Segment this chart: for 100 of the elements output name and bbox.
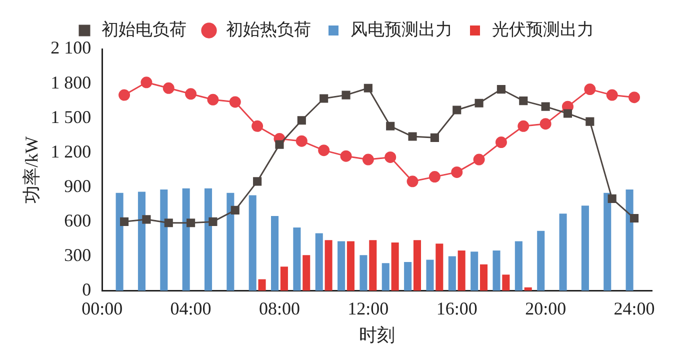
bar [369, 240, 377, 291]
point [364, 84, 372, 92]
point [142, 215, 151, 224]
point [297, 116, 306, 125]
x-tick-label: 04:00 [170, 298, 212, 318]
point [253, 177, 262, 186]
legend-label: 初始热负荷 [226, 20, 311, 39]
y-tick-label: 0 [82, 280, 92, 300]
bar [391, 242, 399, 291]
bar [581, 206, 589, 291]
bar [426, 260, 434, 291]
point [296, 135, 308, 147]
point [164, 218, 173, 228]
bar [138, 192, 146, 291]
point [340, 150, 352, 162]
point [451, 166, 463, 178]
bar [559, 214, 567, 291]
bar [480, 264, 488, 291]
bar [204, 188, 212, 291]
bar [626, 189, 634, 291]
bar [271, 216, 279, 291]
y-tick-label: 2 100 [50, 38, 92, 58]
point [162, 82, 174, 94]
point [606, 89, 618, 101]
point [584, 84, 596, 96]
point [541, 102, 550, 111]
bar [293, 227, 301, 291]
bar [604, 192, 612, 291]
bar [182, 188, 190, 291]
point [519, 96, 528, 106]
point [275, 140, 284, 149]
point [186, 218, 196, 228]
point [628, 92, 640, 104]
point [518, 120, 530, 132]
point [252, 120, 264, 132]
bar [514, 241, 522, 291]
legend-label: 初始电负荷 [102, 20, 186, 39]
point [608, 194, 616, 203]
point [430, 133, 439, 142]
bar [226, 192, 234, 291]
point [495, 136, 507, 148]
x-tick-label: 00:00 [82, 298, 123, 318]
x-axis-title: 时刻 [359, 324, 396, 345]
bar [458, 250, 466, 291]
point [540, 118, 552, 130]
bar [492, 250, 500, 291]
point [118, 89, 130, 101]
point [318, 144, 330, 156]
bar [338, 241, 346, 291]
bar [470, 252, 478, 291]
y-axis-title: 功率/kW [22, 136, 42, 204]
bar [324, 240, 332, 291]
y-tick-label: 300 [64, 244, 92, 265]
x-tick-label: 16:00 [436, 298, 478, 318]
point [362, 154, 374, 166]
legend-label: 风电预测出力 [350, 20, 452, 39]
y-tick-label: 1 500 [50, 106, 92, 127]
point [406, 176, 418, 188]
bar [448, 256, 456, 291]
bar [280, 266, 288, 291]
point [230, 206, 240, 214]
bar [248, 195, 256, 291]
bar [360, 255, 368, 291]
point [384, 151, 396, 163]
bar [537, 230, 545, 291]
bar [413, 240, 422, 291]
x-tick-label: 24:00 [614, 298, 655, 318]
x-tick-label: 12:00 [348, 298, 389, 318]
point [408, 132, 417, 141]
y-tick-label: 1 800 [50, 72, 92, 92]
y-tick-label: 1 200 [50, 141, 92, 162]
point [630, 214, 639, 223]
point [207, 94, 219, 106]
point [428, 171, 440, 183]
bar [315, 233, 323, 291]
point [120, 217, 129, 226]
bar [258, 279, 266, 291]
legend-label: 光伏预测出力 [492, 20, 594, 39]
point [386, 122, 395, 130]
y-tick-label: 900 [64, 176, 92, 196]
x-tick-label: 20:00 [525, 298, 566, 318]
y-tick-label: 600 [64, 210, 92, 230]
point [229, 96, 241, 108]
point [452, 106, 462, 114]
point [140, 76, 152, 88]
point [496, 85, 506, 94]
point [185, 88, 197, 100]
point [208, 217, 218, 226]
bar [404, 262, 412, 291]
bar [116, 192, 124, 291]
bar [382, 263, 390, 291]
bar [436, 244, 444, 291]
bar [502, 274, 510, 291]
point [473, 154, 485, 166]
bar [346, 241, 354, 291]
point [586, 117, 594, 126]
point [320, 94, 328, 103]
bar [302, 255, 310, 291]
point [563, 109, 572, 118]
point [342, 90, 350, 100]
